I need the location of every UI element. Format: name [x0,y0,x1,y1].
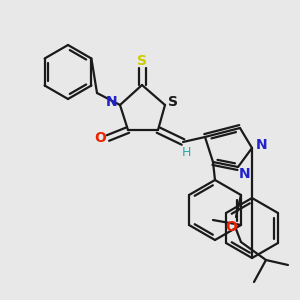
Text: S: S [168,95,178,109]
Text: O: O [225,220,237,234]
Text: H: H [181,146,191,160]
Text: O: O [94,131,106,145]
Text: N: N [106,95,118,109]
Text: N: N [256,138,268,152]
Text: S: S [137,54,147,68]
Text: N: N [239,167,251,181]
